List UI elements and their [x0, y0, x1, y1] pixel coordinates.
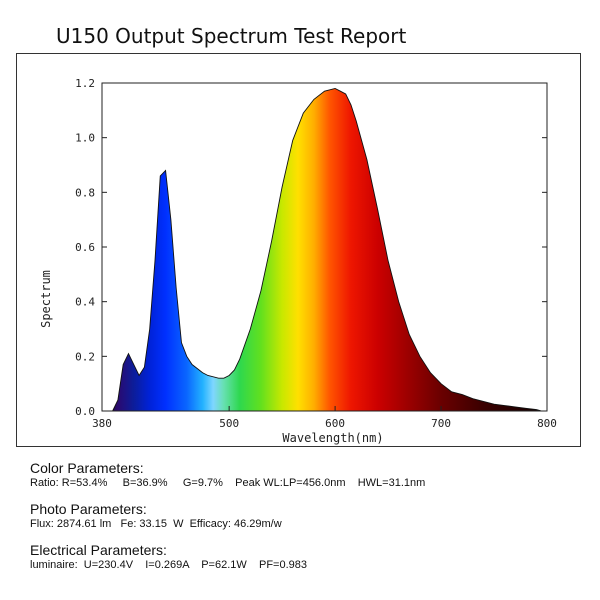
spectrum-chart: 0.0 0.2 0.4 0.6 0.8 1.0 1.2 380 500 600 700 800 Wav… [39, 77, 557, 445]
plot-area: 0.0 0.2 0.4 0.6 0.8 1.0 1.2 380 500 600 700 800 [75, 77, 557, 430]
electrical-parameters-heading: Electrical Parameters: [30, 542, 167, 558]
x-tick-label: 380 [92, 417, 112, 430]
x-axis-label: Wavelength(nm) [282, 431, 383, 445]
x-tick-label: 700 [431, 417, 451, 430]
photo-parameters-values: Flux: 2874.61 lm Fe: 33.15 W Efficacy: 4… [30, 518, 282, 530]
chart-frame: 0.0 0.2 0.4 0.6 0.8 1.0 1.2 380 500 600 700 800 Wav… [16, 53, 581, 447]
parameters-section: Color Parameters: Ratio: R=53.4% B=36.9%… [30, 460, 590, 583]
photo-parameters-heading: Photo Parameters: [30, 501, 147, 517]
y-tick-label: 0.4 [75, 296, 95, 309]
y-tick-label: 1.2 [75, 77, 95, 90]
spectrum-area [112, 88, 542, 411]
color-parameters: Color Parameters: Ratio: R=53.4% B=36.9%… [30, 460, 590, 491]
color-parameters-heading: Color Parameters: [30, 460, 144, 476]
report-title: U150 Output Spectrum Test Report [56, 24, 407, 48]
y-tick-label: 0.0 [75, 405, 95, 418]
x-tick-label: 600 [325, 417, 345, 430]
x-tick-label: 800 [537, 417, 557, 430]
x-tick-label: 500 [219, 417, 239, 430]
y-axis-label: Spectrum [39, 270, 53, 328]
y-tick-label: 0.8 [75, 186, 95, 199]
color-parameters-values: Ratio: R=53.4% B=36.9% G=9.7% Peak WL:LP… [30, 477, 426, 489]
spectrum-line [112, 87, 542, 412]
y-tick-label: 0.2 [75, 350, 95, 363]
electrical-parameters-values: luminaire: U=230.4V I=0.269A P=62.1W PF=… [30, 559, 307, 571]
y-tick-label: 1.0 [75, 132, 95, 145]
photo-parameters: Photo Parameters: Flux: 2874.61 lm Fe: 3… [30, 501, 590, 532]
electrical-parameters: Electrical Parameters: luminaire: U=230.… [30, 542, 590, 573]
y-tick-label: 0.6 [75, 241, 95, 254]
